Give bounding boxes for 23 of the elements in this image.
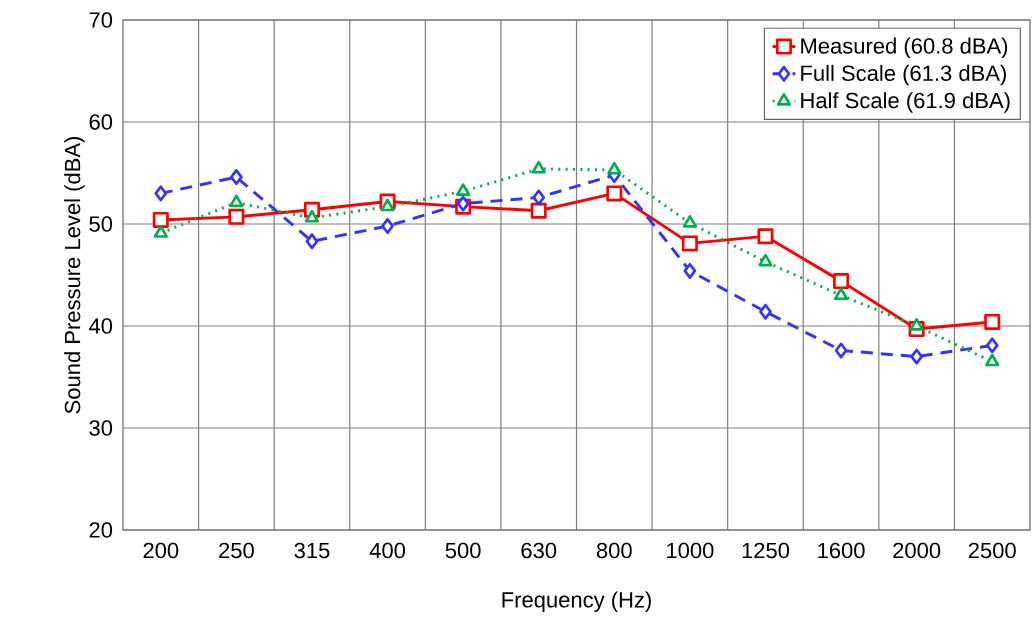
x-tick-label: 1600 [818,542,865,559]
x-tick-label: 315 [294,542,330,559]
x-tick-label: 2500 [968,542,1016,559]
y-tick-label: 60 [89,114,113,130]
y-tick-label: 70 [89,12,113,28]
x-tick-label: 200 [143,542,179,559]
legend-label: Measured (60.8 dBA) [801,37,1008,59]
x-tick-label: 1250 [742,542,790,559]
x-tick-label: 250 [219,542,254,559]
y-tick-label: 40 [88,318,113,334]
x-tick-label: 1000 [667,542,714,559]
x-tick-label: 2000 [893,542,941,559]
y-tick-label: 30 [89,420,113,436]
x-tick-label: 400 [369,542,406,559]
legend-label: Half Scale (61.9 dBA) [801,92,1010,113]
x-axis-title: Frequency (Hz) [502,591,651,612]
x-tick-label: 630 [521,542,557,559]
x-tick-label: 800 [596,542,632,559]
y-axis-title: Sound Pressure Level (dBA) [64,137,85,414]
y-tick-label: 20 [89,522,113,538]
x-tick-label: 500 [445,542,481,559]
y-tick-label: 50 [89,216,113,232]
legend-label: Full Scale (61.3 dBA) [801,64,1006,86]
